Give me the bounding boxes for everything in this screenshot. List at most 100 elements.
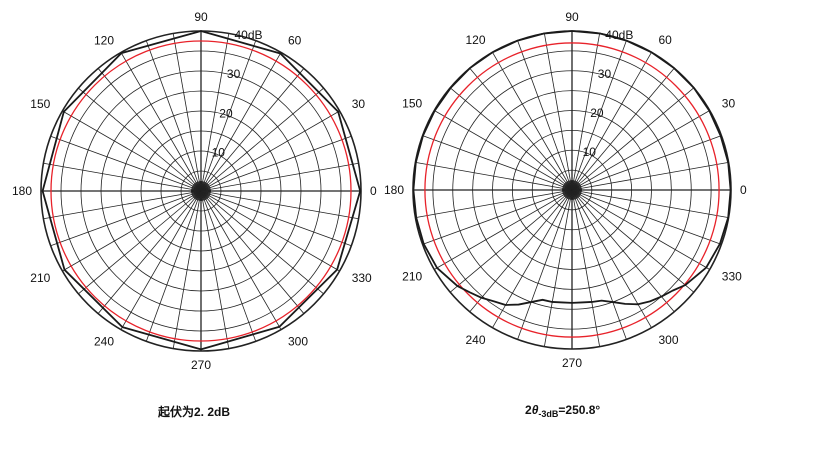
- right-angle-tick-label: 270: [562, 356, 582, 370]
- left-grid-spoke: [200, 135, 352, 192]
- right-grid-spoke: [449, 87, 573, 191]
- right-grid-spoke: [492, 52, 573, 191]
- right-grid-spoke: [571, 189, 729, 219]
- right-grid-spoke: [571, 161, 729, 191]
- right-angle-tick-label: 330: [722, 270, 742, 284]
- left-grid-spoke: [62, 110, 202, 192]
- right-grid-spoke: [571, 189, 675, 313]
- right-grid-spoke: [543, 33, 573, 191]
- right-grid-spoke: [517, 189, 573, 340]
- right-grid-spoke: [449, 189, 573, 293]
- right-grid-spoke: [422, 189, 573, 245]
- left-angle-tick-label: 30: [352, 97, 366, 111]
- left-grid-spoke: [200, 52, 282, 192]
- left-grid-spoke: [200, 190, 340, 272]
- caption-beamwidth-symbol: θ: [531, 403, 539, 417]
- left-grid-spoke: [62, 190, 202, 272]
- left-grid-spoke: [78, 190, 202, 295]
- right-angle-tick-label: 300: [659, 333, 679, 347]
- right-grid-spoke: [571, 189, 722, 245]
- right-radial-tick-label: 10: [583, 145, 597, 159]
- right-grid-spoke: [571, 52, 652, 191]
- right-radial-tick-label: 40dB: [605, 28, 633, 42]
- right-angle-tick-label: 120: [465, 33, 485, 47]
- left-radial-tick-label: 40dB: [235, 28, 263, 42]
- caption-beamwidth: 2θ-3dB=250.8°: [525, 403, 600, 419]
- left-hub-spoke: [200, 190, 211, 193]
- left-grid-spoke: [200, 190, 282, 330]
- left-angle-tick-label: 330: [352, 271, 372, 285]
- right-angle-tick-label: 240: [465, 333, 485, 347]
- left-grid-spoke: [200, 68, 305, 192]
- left-pattern-line: [41, 30, 362, 351]
- right-angle-tick-label: 30: [722, 97, 736, 111]
- left-grid-spoke: [43, 190, 202, 220]
- right-grid-spoke: [571, 189, 601, 347]
- right-grid-spoke: [571, 189, 710, 270]
- left-grid-spoke: [120, 52, 202, 192]
- left-grid-spoke: [200, 190, 352, 247]
- right-grid-spoke: [571, 67, 675, 191]
- left-grid-spoke: [78, 87, 202, 192]
- right-hub-spoke: [571, 189, 582, 192]
- right-radial-tick-label: 30: [598, 67, 612, 81]
- left-grid-spoke: [120, 190, 202, 330]
- left-grid-spoke: [97, 190, 202, 314]
- left-grid-spoke: [145, 190, 202, 342]
- right-grid-spoke: [571, 110, 710, 191]
- right-reference-circle: [424, 42, 720, 338]
- left-grid-spoke: [200, 110, 340, 192]
- right-grid-spoke: [434, 110, 573, 191]
- left-angle-tick-label: 180: [12, 184, 32, 198]
- caption-beamwidth-subscript: -3dB: [538, 409, 559, 419]
- right-grid-spoke: [571, 33, 601, 191]
- caption-beamwidth-value: =250.8°: [558, 403, 601, 417]
- caption-ripple: 起伏为2. 2dB: [158, 405, 231, 419]
- left-angle-tick-label: 240: [94, 335, 114, 349]
- polar-plot-left: 0 30 60 90 120 150 180 210 240 270 300 330 10 20 30 40d…: [12, 10, 377, 372]
- left-grid-spoke: [145, 40, 202, 192]
- right-grid-spoke: [571, 135, 722, 191]
- left-grid-spoke: [200, 190, 359, 220]
- right-grid-spoke: [571, 87, 695, 191]
- left-grid-spoke: [200, 162, 359, 192]
- left-grid-spoke: [43, 162, 202, 192]
- left-reference-circle: [50, 40, 352, 342]
- right-grid-spoke: [571, 40, 627, 191]
- right-grid-spoke: [571, 189, 627, 340]
- right-grid-spoke: [571, 189, 695, 293]
- left-grid-spoke: [200, 190, 257, 342]
- right-grid-spoke: [422, 135, 573, 191]
- caption-beamwidth-prefix: 2: [525, 403, 532, 417]
- left-grid-spoke: [97, 68, 202, 192]
- right-grid-spoke: [543, 189, 573, 347]
- left-radial-tick-label: 30: [227, 67, 241, 81]
- right-angle-tick-label: 210: [402, 270, 422, 284]
- right-angle-tick-label: 60: [659, 33, 673, 47]
- left-grid-spoke: [50, 190, 202, 247]
- left-radial-tick-label: 10: [212, 146, 226, 160]
- left-grid-spoke: [172, 190, 202, 349]
- left-grid-spoke: [200, 190, 324, 295]
- right-grid-spoke: [415, 189, 573, 219]
- left-grid-spoke: [200, 33, 230, 192]
- right-grid-spoke: [517, 40, 573, 191]
- polar-plot-right: 0 30 60 90 120 150 180 210 240 270 300 330 10 20 30 40d…: [384, 10, 747, 370]
- left-angle-tick-label: 60: [288, 33, 302, 47]
- left-angle-tick-label: 90: [194, 10, 208, 24]
- left-grid-spoke: [200, 190, 230, 349]
- right-grid-spoke: [434, 189, 573, 270]
- left-angle-tick-label: 270: [191, 358, 211, 372]
- right-grid-spoke: [469, 67, 573, 191]
- left-grid-spoke: [172, 33, 202, 192]
- left-grid-spoke: [200, 190, 305, 314]
- right-angle-tick-label: 180: [384, 183, 404, 197]
- left-grid-spoke: [200, 40, 257, 192]
- right-angle-tick-label: 90: [565, 10, 579, 24]
- right-angle-tick-label: 0: [740, 183, 747, 197]
- right-grid-spoke: [469, 189, 573, 313]
- left-grid-spoke: [200, 87, 324, 192]
- left-angle-tick-label: 300: [288, 335, 308, 349]
- right-radial-tick-label: 20: [590, 106, 604, 120]
